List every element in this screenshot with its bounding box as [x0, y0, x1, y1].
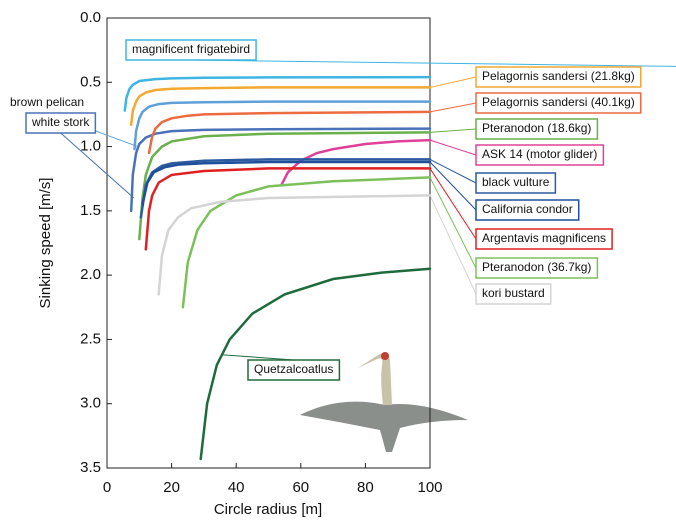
y-tick-label: 0.0: [80, 9, 101, 26]
series-label: Pteranodon (18.6kg): [476, 119, 597, 139]
series-label: magnificent frigatebird: [126, 40, 256, 60]
y-tick-label: 2.5: [80, 330, 101, 347]
series-label: kori bustard: [476, 284, 551, 304]
leader-line: [223, 355, 293, 360]
series-label: Quetzalcoatlus: [248, 360, 339, 380]
y-tick-label: 1.0: [80, 138, 101, 155]
y-tick-label: 2.0: [80, 266, 101, 283]
leader-line: [430, 177, 476, 268]
legend-label: Pteranodon (36.7kg): [482, 260, 591, 274]
legend-label: ASK 14 (motor glider): [482, 147, 597, 161]
series-label: Pelagornis sandersi (21.8kg): [476, 67, 641, 87]
legend-label: Quetzalcoatlus: [254, 362, 333, 376]
series-label: white stork: [26, 113, 95, 133]
legend-label: Pelagornis sandersi (21.8kg): [482, 69, 635, 83]
series-line: [125, 77, 430, 111]
legend-label: Pelagornis sandersi (40.1kg): [482, 95, 635, 109]
x-tick-label: 0: [103, 479, 111, 496]
y-tick-label: 3.0: [80, 395, 101, 412]
plot-frame: [107, 18, 430, 468]
legend-label: Argentavis magnificens: [482, 231, 606, 245]
x-tick-label: 100: [417, 479, 442, 496]
series-label: Argentavis magnificens: [476, 229, 612, 249]
series-label: Pteranodon (36.7kg): [476, 258, 597, 278]
series-label: brown pelican: [10, 95, 84, 109]
x-tick-label: 20: [163, 479, 180, 496]
chart: Circle radius [m] Sinking speed [m/s] 0 2…: [0, 0, 676, 522]
y-axis-title: Sinking speed [m/s]: [37, 178, 54, 309]
y-tick-label: 0.5: [80, 73, 101, 90]
legend-label: black vulture: [482, 175, 550, 189]
legend-label: magnificent frigatebird: [132, 42, 250, 56]
legend-label: Pteranodon (18.6kg): [482, 121, 591, 135]
x-tick-label: 60: [292, 479, 309, 496]
y-tick-label: 1.5: [80, 202, 101, 219]
page: {"chart_data": {"type": "line", "x_label…: [0, 0, 676, 522]
x-axis-title: Circle radius [m]: [214, 501, 322, 518]
series-line: [131, 87, 430, 124]
legend-label: white stork: [31, 115, 90, 129]
series-label: California condor: [476, 200, 579, 220]
series-label: black vulture: [476, 173, 555, 193]
y-tick-label: 3.5: [80, 459, 101, 476]
leader-line: [430, 77, 476, 87]
series-label: Pelagornis sandersi (40.1kg): [476, 93, 641, 113]
x-tick-label: 40: [228, 479, 245, 496]
legend-label: California condor: [482, 202, 573, 216]
series-line: [159, 195, 430, 294]
leader-line: [430, 129, 476, 132]
leader-line: [430, 103, 476, 112]
x-tick-label: 80: [357, 479, 374, 496]
legend-label: brown pelican: [10, 95, 84, 109]
leader-line: [430, 195, 476, 294]
series-label: ASK 14 (motor glider): [476, 145, 603, 165]
legend-label: kori bustard: [482, 286, 545, 300]
leader-line: [430, 140, 476, 155]
